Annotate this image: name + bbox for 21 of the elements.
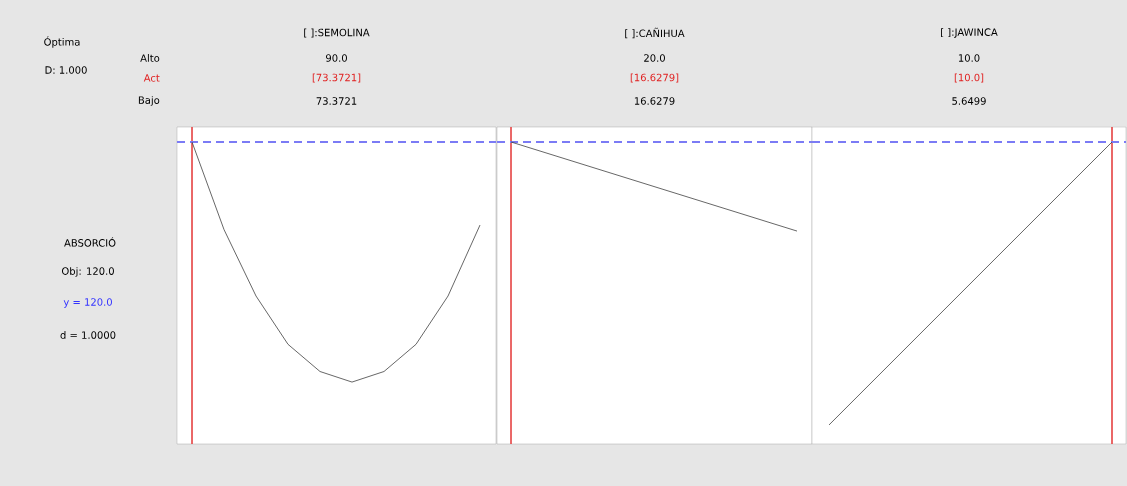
chart-title: [ ]:JAWINCA: [941, 28, 998, 38]
text: y = 120.0: [63, 298, 112, 308]
text: 90.0: [326, 54, 347, 62]
text: D: 1.000: [45, 66, 87, 74]
chart-title: [ ]:CAÑIHUA: [625, 27, 685, 39]
text: [16.6279]: [630, 73, 679, 83]
text: [10.0]: [954, 73, 984, 83]
text: 16.6279: [634, 97, 675, 105]
chart-title: [ ]:SEMOLINA: [304, 28, 370, 38]
text: [73.3721]: [312, 73, 361, 83]
text: 73.3721: [316, 97, 357, 105]
text: ABSORCIÓ: [64, 237, 116, 247]
text: Act: [143, 74, 160, 82]
text: 5.6499: [952, 97, 986, 105]
text: Obj: 120.0: [61, 267, 114, 277]
text: d = 1.0000: [60, 331, 116, 339]
text: Alto: [140, 54, 160, 62]
text: Bajo: [138, 96, 160, 106]
text: 10.0: [958, 54, 980, 62]
text: 20.0: [644, 54, 665, 62]
text: Óptima: [44, 36, 80, 48]
